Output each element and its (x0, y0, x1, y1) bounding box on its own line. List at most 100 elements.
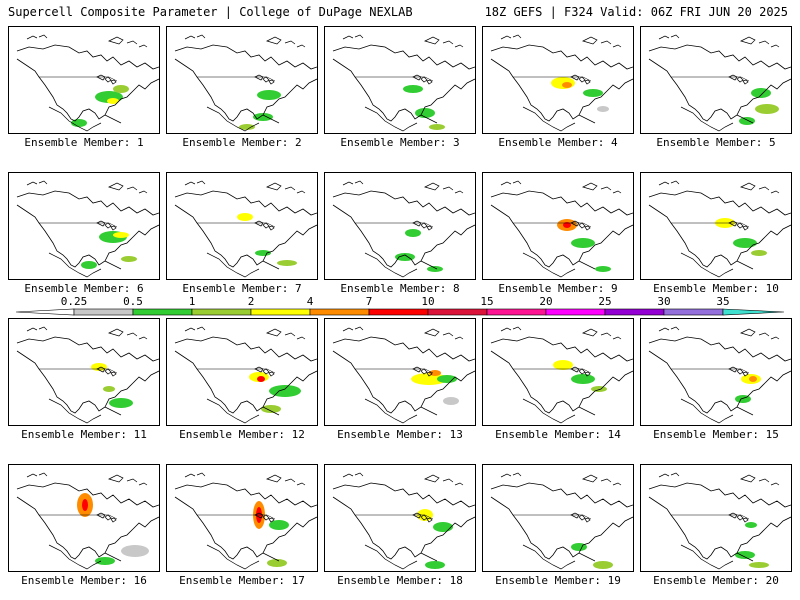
coastline (648, 44, 791, 122)
colorbar-segment (191, 308, 252, 316)
scp-contour-patch (107, 98, 119, 104)
scp-contour-patch (257, 90, 281, 100)
mexico-coast (48, 398, 122, 424)
map-svg (174, 180, 317, 278)
coastline (332, 336, 475, 414)
scp-contour-patch (583, 89, 603, 97)
map-svg (332, 34, 475, 132)
great-lakes (96, 220, 117, 231)
arctic-islands (342, 180, 464, 194)
mexico-coast (364, 398, 438, 424)
scp-contour-patch (443, 397, 459, 405)
arctic-islands (658, 326, 780, 340)
scp-contour-patch (571, 238, 595, 248)
coastline (648, 482, 791, 560)
scp-contour-patch (121, 545, 149, 557)
scp-contour-patch (597, 106, 609, 112)
great-lakes (412, 220, 433, 231)
coastline (332, 190, 475, 268)
coastline (174, 482, 317, 560)
us-canada-border (39, 76, 118, 82)
great-lakes (728, 512, 749, 523)
ensemble-member-caption: Ensemble Member: 1 (24, 136, 144, 149)
coastline (16, 336, 159, 414)
mexico-coast (680, 252, 754, 278)
us-canada-border (197, 76, 276, 82)
coastline (16, 190, 159, 268)
ensemble-member-map-12 (166, 318, 318, 426)
great-lakes (96, 74, 117, 85)
ensemble-member-map-7 (166, 172, 318, 280)
us-canada-border (671, 514, 750, 520)
ensemble-member-caption: Ensemble Member: 3 (340, 136, 460, 149)
us-canada-border (39, 368, 118, 374)
coastline (174, 190, 317, 268)
ensemble-member-caption: Ensemble Member: 15 (653, 428, 779, 441)
mexico-coast (206, 398, 280, 424)
mexico-coast (522, 398, 596, 424)
ensemble-member-map-17 (166, 464, 318, 572)
map-svg (648, 180, 791, 278)
coastline (174, 336, 317, 414)
colorbar-low-triangle (15, 308, 75, 316)
scp-contour-patch (595, 266, 611, 272)
scp-contour-patch (593, 561, 613, 569)
us-canada-border (355, 222, 434, 228)
colorbar-tick-label: 35 (716, 295, 730, 308)
colorbar-segment (486, 308, 547, 316)
colorbar-segment (722, 308, 785, 316)
scp-contour-patch (429, 124, 445, 130)
mexico-coast (522, 544, 596, 570)
arctic-islands (500, 472, 622, 486)
coastline (490, 44, 633, 122)
colorbar-segment (545, 308, 606, 316)
arctic-islands (26, 326, 148, 340)
mexico-coast (364, 252, 438, 278)
colorbar-segment (250, 308, 311, 316)
ensemble-member-map-16 (8, 464, 160, 572)
us-canada-border (197, 514, 276, 520)
arctic-islands (500, 326, 622, 340)
map-svg (16, 472, 159, 570)
coastline (490, 336, 633, 414)
us-canada-border (355, 368, 434, 374)
scp-contour-patch (405, 229, 421, 237)
scp-contour-patch (755, 104, 779, 114)
colorbar-segment (73, 308, 134, 316)
arctic-islands (342, 34, 464, 48)
mexico-coast (680, 544, 754, 570)
ensemble-member-map-15 (640, 318, 792, 426)
coastline (490, 482, 633, 560)
coastline (332, 482, 475, 560)
ensemble-member-caption: Ensemble Member: 6 (24, 282, 144, 295)
ensemble-member-caption: Ensemble Member: 17 (179, 574, 305, 587)
colorbar-segment (604, 308, 665, 316)
scp-contour-patch (551, 77, 575, 89)
coastline (16, 44, 159, 122)
scp-contour-patch (427, 266, 443, 272)
mexico-coast (364, 544, 438, 570)
map-svg (174, 34, 317, 132)
arctic-islands (658, 180, 780, 194)
ensemble-member-caption: Ensemble Member: 18 (337, 574, 463, 587)
arctic-islands (184, 34, 306, 48)
arctic-islands (342, 326, 464, 340)
mexico-coast (364, 106, 438, 132)
arctic-islands (184, 472, 306, 486)
scp-contour-patch (425, 561, 445, 569)
colorbar-tick-label: 20 (539, 295, 553, 308)
arctic-islands (658, 472, 780, 486)
scp-contour-patch (562, 82, 572, 88)
mexico-coast (48, 544, 122, 570)
scp-contour-patch (735, 551, 755, 559)
us-canada-border (671, 222, 750, 228)
colorbar-tick-label: 30 (657, 295, 671, 308)
scp-contour-patch (591, 386, 607, 392)
scp-contour-patch (109, 398, 133, 408)
us-canada-border (513, 368, 592, 374)
scp-contour-patch (751, 250, 767, 256)
ensemble-member-caption: Ensemble Member: 11 (21, 428, 147, 441)
colorbar-tick-label: 25 (598, 295, 612, 308)
map-svg (16, 326, 159, 424)
ensemble-member-map-4 (482, 26, 634, 134)
